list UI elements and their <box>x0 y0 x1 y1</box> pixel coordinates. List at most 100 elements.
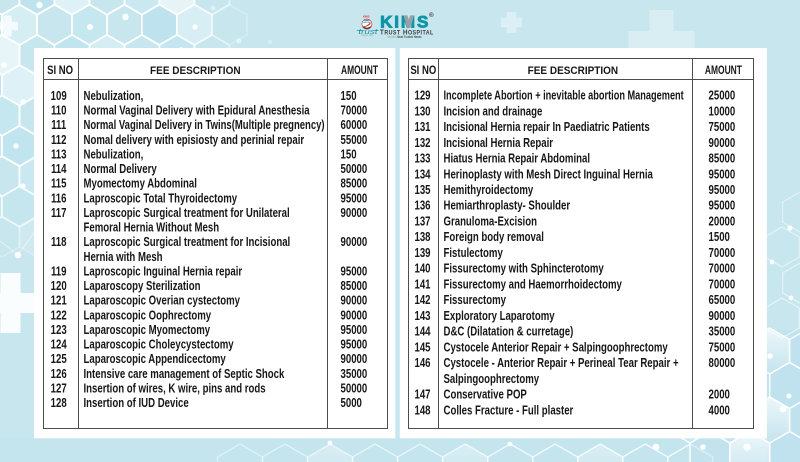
svg-text:Laparoscopy Sterilization: Laparoscopy Sterilization <box>84 280 201 293</box>
svg-text:131: 131 <box>414 121 430 134</box>
svg-text:Nomal delivery with episiosty: Nomal delivery with episiosty and perini… <box>84 134 305 147</box>
svg-text:124: 124 <box>51 338 68 351</box>
svg-text:Kerala’s Most Trusted Hands: Kerala’s Most Trusted Hands <box>387 35 422 39</box>
svg-text:TRUST HOSPITAL: TRUST HOSPITAL <box>380 29 434 36</box>
svg-text:SINCE 1982: SINCE 1982 <box>361 35 374 37</box>
svg-text:112: 112 <box>51 134 67 147</box>
svg-text:Conservative POP: Conservative POP <box>444 389 528 402</box>
svg-text:Insertion of wires, K wire, pi: Insertion of wires, K wire, pins and rod… <box>84 382 266 395</box>
svg-text:95000: 95000 <box>341 265 368 278</box>
svg-text:150: 150 <box>341 90 357 103</box>
svg-text:10000: 10000 <box>709 105 736 118</box>
svg-text:70000: 70000 <box>709 263 736 276</box>
svg-text:80000: 80000 <box>709 357 736 370</box>
svg-text:Incisional Hernia repair In Pa: Incisional Hernia repair In Paediatric P… <box>444 121 650 134</box>
svg-text:70000: 70000 <box>709 247 736 260</box>
svg-text:128: 128 <box>51 397 67 410</box>
svg-text:SI NO: SI NO <box>47 64 73 77</box>
svg-text:65000: 65000 <box>709 294 736 307</box>
svg-text:Intensive care management of S: Intensive care management of Septic Shoc… <box>84 368 286 381</box>
svg-text:70000: 70000 <box>709 278 736 291</box>
svg-text:146: 146 <box>414 357 430 370</box>
svg-text:95000: 95000 <box>341 324 368 337</box>
svg-text:Insertion of IUD Device: Insertion of IUD Device <box>84 397 189 410</box>
svg-text:R: R <box>430 13 433 17</box>
svg-text:119: 119 <box>51 265 67 278</box>
svg-text:Incomplete Abortion + inevitab: Incomplete Abortion + inevitable abortio… <box>444 89 685 103</box>
svg-text:Hiatus Hernia Repair Abdominal: Hiatus Hernia Repair Abdominal <box>444 152 591 165</box>
svg-text:144: 144 <box>414 326 431 339</box>
svg-text:113: 113 <box>51 148 67 161</box>
svg-text:Nebulization,: Nebulization, <box>84 148 144 161</box>
svg-text:Laproscopic Surgical treatment: Laproscopic Surgical treatment for Unila… <box>84 207 290 220</box>
svg-text:141: 141 <box>414 278 430 291</box>
svg-text:Laparoscopic Overian cystectom: Laparoscopic Overian cystectomy <box>84 295 241 308</box>
svg-text:Normal Delivery: Normal Delivery <box>84 163 158 176</box>
svg-text:90000: 90000 <box>341 207 368 220</box>
svg-text:142: 142 <box>414 294 430 307</box>
svg-text:Fistulectomy: Fistulectomy <box>444 247 504 260</box>
svg-text:136: 136 <box>414 200 430 213</box>
svg-text:75000: 75000 <box>709 341 736 354</box>
svg-text:Hernia with Mesh: Hernia with Mesh <box>84 251 163 264</box>
svg-text:SI NO: SI NO <box>410 64 436 77</box>
svg-text:138: 138 <box>414 231 430 244</box>
svg-text:Herinoplasty with Mesh Direct: Herinoplasty with Mesh Direct Inguinal H… <box>444 168 654 181</box>
svg-text:90000: 90000 <box>341 236 368 249</box>
svg-text:35000: 35000 <box>341 368 368 381</box>
svg-text:90000: 90000 <box>341 295 368 308</box>
svg-text:Laproscopic Inguinal Hernia re: Laproscopic Inguinal Hernia repair <box>84 265 243 278</box>
svg-text:110: 110 <box>51 104 67 117</box>
svg-text:20000: 20000 <box>709 215 736 228</box>
svg-text:Laparoscopic Choleycystectomy: Laparoscopic Choleycystectomy <box>84 338 235 351</box>
svg-text:122: 122 <box>51 309 67 322</box>
svg-text:Laproscopic Total Thyroidectom: Laproscopic Total Thyroidectomy <box>84 192 238 205</box>
svg-text:Granuloma-Excision: Granuloma-Excision <box>444 215 538 228</box>
svg-text:Cystocele Anterior Repair + Sa: Cystocele Anterior Repair + Salpingoophr… <box>444 341 669 354</box>
svg-text:130: 130 <box>414 105 430 118</box>
svg-text:125: 125 <box>51 353 67 366</box>
svg-text:D&C (Dilatation & curretage): D&C (Dilatation & curretage) <box>444 326 574 339</box>
svg-text:129: 129 <box>414 89 430 102</box>
svg-text:25000: 25000 <box>709 89 736 102</box>
svg-text:139: 139 <box>414 247 430 260</box>
svg-text:147: 147 <box>414 389 430 402</box>
svg-text:Cystocele - Anterior Repair +: Cystocele - Anterior Repair + Perineal T… <box>444 357 679 370</box>
svg-text:70000: 70000 <box>341 104 368 117</box>
svg-text:Incisional Hernia Repair: Incisional Hernia Repair <box>444 137 554 150</box>
svg-text:116: 116 <box>51 192 67 205</box>
svg-text:Hemiarthroplasty- Shoulder: Hemiarthroplasty- Shoulder <box>444 200 571 213</box>
svg-text:95000: 95000 <box>341 192 368 205</box>
svg-text:85000: 85000 <box>341 178 368 191</box>
svg-text:Femoral Hernia Without Mesh: Femoral Hernia Without Mesh <box>84 221 220 234</box>
svg-text:95000: 95000 <box>341 338 368 351</box>
svg-text:150: 150 <box>341 148 357 161</box>
svg-text:85000: 85000 <box>709 152 736 165</box>
svg-text:95000: 95000 <box>709 168 736 181</box>
svg-text:123: 123 <box>51 324 67 337</box>
svg-text:90000: 90000 <box>341 353 368 366</box>
svg-text:Laparoscopic Appendicectomy: Laparoscopic Appendicectomy <box>84 353 227 366</box>
svg-text:132: 132 <box>414 137 430 150</box>
svg-text:Hemithyroidectomy: Hemithyroidectomy <box>444 184 534 197</box>
svg-text:Fissurectomy and Haemorrhoidec: Fissurectomy and Haemorrhoidectomy <box>444 278 623 291</box>
svg-text:Salpingoophrectomy: Salpingoophrectomy <box>444 373 540 386</box>
svg-text:143: 143 <box>414 310 430 323</box>
svg-text:Foreign body removal: Foreign body removal <box>444 231 544 244</box>
svg-text:95000: 95000 <box>709 184 736 197</box>
svg-text:115: 115 <box>51 178 67 191</box>
svg-text:85000: 85000 <box>341 280 368 293</box>
svg-text:Myomectomy Abdominal: Myomectomy Abdominal <box>84 178 197 191</box>
svg-text:127: 127 <box>51 382 67 395</box>
svg-text:2000: 2000 <box>709 389 730 402</box>
svg-text:Laparoscopic Myomectomy: Laparoscopic Myomectomy <box>84 324 211 337</box>
svg-text:FEE DESCRIPTION: FEE DESCRIPTION <box>150 64 241 77</box>
svg-text:121: 121 <box>51 295 67 308</box>
svg-text:90000: 90000 <box>709 137 736 150</box>
svg-text:FEE DESCRIPTION: FEE DESCRIPTION <box>528 64 619 77</box>
svg-text:75000: 75000 <box>709 121 736 134</box>
svg-text:50000: 50000 <box>341 163 368 176</box>
svg-text:137: 137 <box>414 215 430 228</box>
svg-text:4000: 4000 <box>709 404 730 417</box>
svg-text:114: 114 <box>51 163 67 176</box>
